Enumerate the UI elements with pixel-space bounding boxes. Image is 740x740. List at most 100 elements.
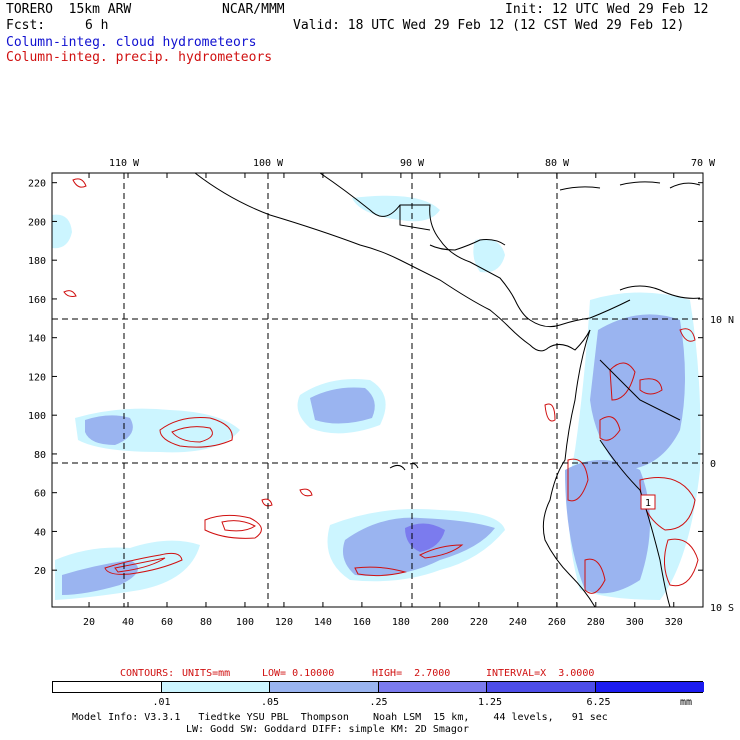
x-tick-label: 320	[665, 617, 683, 628]
cloud-region-south-pacific-core	[405, 523, 445, 552]
x-tick-label: 260	[548, 617, 566, 628]
colorbar-level-label: 6.25	[586, 697, 611, 708]
model-info-line1: Model Info: V3.3.1 Tiedtke YSU PBL Thomp…	[72, 712, 608, 723]
y-tick-label: 200	[28, 217, 46, 228]
coastline-mexico-pacific	[194, 173, 591, 352]
coastline-central-america	[429, 239, 506, 251]
x-tick-label: 200	[431, 617, 449, 628]
x-tick-label: 300	[626, 617, 644, 628]
forecast-label: Fcst:	[6, 18, 46, 33]
precip-contour-mid-2	[261, 498, 273, 507]
colorbar-level-label: .25	[369, 697, 388, 708]
precip-contour-brazil-south	[664, 538, 699, 587]
colorbar-segment	[270, 682, 379, 692]
colorbar-segment	[161, 682, 270, 692]
coastline-south-america-west	[542, 329, 596, 607]
coastline-caribbean-islands	[559, 181, 701, 191]
x-tick-label: 180	[392, 617, 410, 628]
x-tick-label: 40	[122, 617, 134, 628]
cloud-region-gulf	[352, 195, 440, 222]
y-tick-label: 60	[34, 489, 46, 500]
organization-label: NCAR/MMM	[222, 2, 285, 17]
graticule	[52, 173, 703, 607]
coastlines	[194, 173, 701, 607]
border-colombia	[599, 359, 681, 421]
precip-contour-mid	[299, 488, 313, 497]
plot-area: 1	[52, 173, 703, 607]
y-tick-label: 180	[28, 256, 46, 267]
colorbar-segment	[487, 682, 596, 692]
border-andes-east	[599, 439, 671, 607]
cloud-region-itcz-west-inner	[85, 415, 133, 445]
longitude-label: 110 W	[109, 158, 140, 169]
x-tick-label: 60	[161, 617, 173, 628]
precip-contour-venezuela	[639, 378, 663, 395]
border-guatemala	[399, 205, 431, 231]
colorbar-segment	[53, 682, 162, 692]
precip-contour-itcz-west	[159, 417, 233, 448]
cloud-region-south-america-mid	[590, 314, 685, 470]
coastline-gulf-mexico	[319, 173, 631, 328]
precip-field-title: Column-integ. precip. hydrometeors	[6, 50, 273, 65]
map-frame	[51, 172, 704, 608]
colorbar-segment	[378, 682, 487, 692]
cloud-region-caribbean	[473, 239, 505, 273]
x-tick-label: 80	[200, 617, 212, 628]
precip-contour-north-west	[72, 178, 87, 188]
init-time: Init: 12 UTC Wed 29 Feb 12	[505, 2, 709, 17]
cloud-region-central-pacific-inner	[310, 387, 375, 424]
y-tick-label: 120	[28, 372, 46, 383]
x-tick-label: 240	[509, 617, 527, 628]
contour-units: UNITS=mm	[182, 668, 231, 679]
precip-contour-central	[204, 514, 262, 539]
longitude-label: 70 W	[691, 158, 716, 169]
precip-contour-colombia-2	[599, 416, 621, 441]
y-tick-label: 40	[34, 527, 46, 538]
contour-high: HIGH= 2.7000	[372, 668, 451, 679]
cloud-shading	[52, 195, 701, 600]
x-tick-label: 280	[587, 617, 605, 628]
precip-contour-west-small	[63, 290, 77, 297]
precip-contour-ecuador	[567, 458, 589, 502]
contour-low: LOW= 0.10000	[262, 668, 335, 679]
cloud-region-southwest-inner	[62, 560, 138, 595]
contour-label-box	[640, 494, 656, 510]
x-tick-label: 220	[470, 617, 488, 628]
precip-contour-southwest	[104, 552, 183, 575]
coastline-venezuela	[619, 285, 701, 299]
y-tick-label: 140	[28, 334, 46, 345]
latitude-label: 10 S	[710, 603, 734, 614]
contour-prefix: CONTOURS:	[120, 668, 175, 679]
precip-contour-colombia	[609, 362, 636, 401]
x-tick-label: 140	[314, 617, 332, 628]
contour-label: 1	[645, 498, 651, 509]
longitude-label: 90 W	[400, 158, 425, 169]
contour-interval: INTERVAL=X 3.0000	[486, 668, 595, 679]
x-tick-label: 100	[236, 617, 254, 628]
colorbar-unit: mm	[680, 697, 693, 708]
colorbar-level-label: 1.25	[478, 697, 503, 708]
y-tick-label: 160	[28, 295, 46, 306]
axes: 20 40 60 80 100 120 140 160 180 200 220 20 40 60 80 100…	[28, 158, 734, 628]
colorbar-level-label: .05	[261, 697, 280, 708]
x-tick-label: 20	[83, 617, 95, 628]
precip-contour-south-pacific	[418, 544, 464, 559]
y-tick-label: 20	[34, 566, 46, 577]
latitude-label: 0	[710, 459, 716, 470]
precip-contour-peru	[584, 558, 606, 594]
x-tick-label: 160	[353, 617, 371, 628]
y-tick-label: 220	[28, 179, 46, 190]
valid-time: Valid: 18 UTC Wed 29 Feb 12 (12 CST Wed …	[293, 18, 685, 33]
x-tick-label: 120	[275, 617, 293, 628]
y-tick-label: 100	[28, 411, 46, 422]
model-info-line2: LW: Godd SW: Goddard DIFF: simple KM: 2D…	[186, 724, 469, 735]
y-tick-label: 80	[34, 450, 46, 461]
precip-contour-east	[679, 328, 696, 342]
precip-contour-itcz-west-inner	[171, 426, 213, 443]
cloud-field-title: Column-integ. cloud hydrometeors	[6, 35, 257, 50]
precip-contour-panama	[544, 403, 556, 422]
coastline-galapagos	[389, 463, 419, 471]
precip-contour-south-pacific-west	[354, 566, 407, 577]
precip-contour-southwest-inner	[114, 557, 166, 573]
